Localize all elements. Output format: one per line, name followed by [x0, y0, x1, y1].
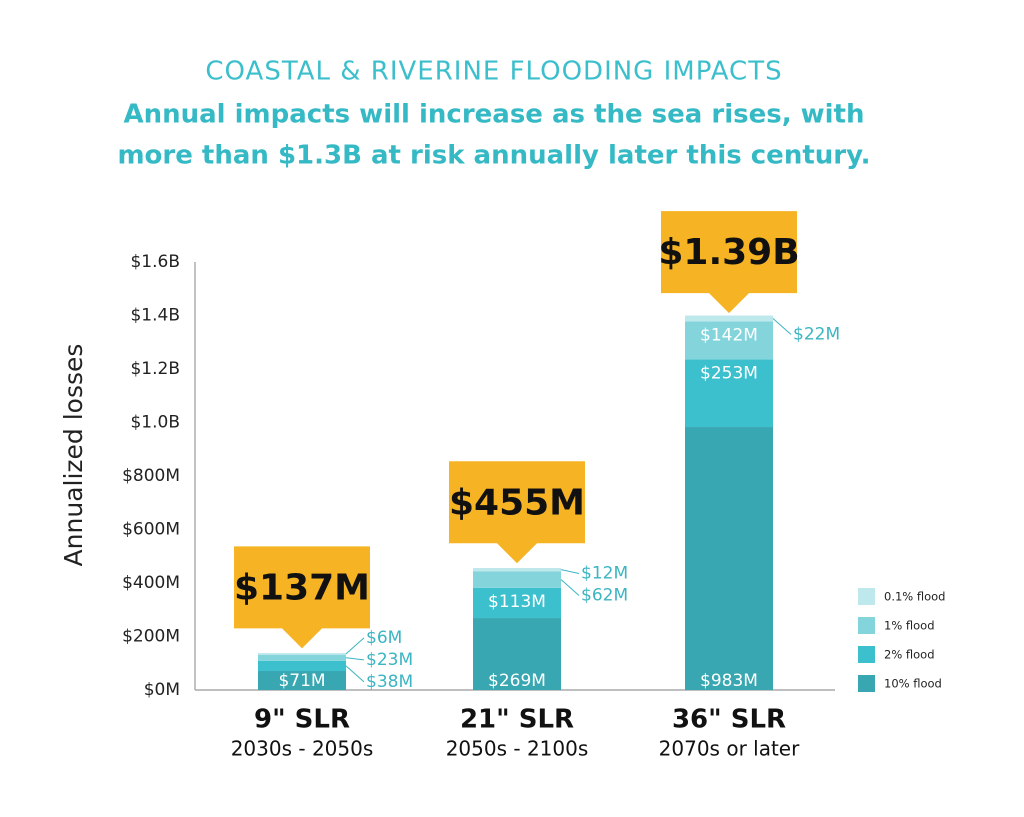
- bar-segment: [258, 671, 346, 690]
- legend-label: 2% flood: [884, 648, 935, 662]
- x-tick-label: 21" SLR: [460, 705, 574, 735]
- value-label: $62M: [581, 586, 628, 606]
- legend-swatch: [858, 588, 875, 605]
- value-label: $38M: [366, 672, 413, 692]
- value-label: $113M: [488, 592, 546, 612]
- bar-segment: [473, 587, 561, 619]
- value-label: $6M: [366, 628, 402, 648]
- legend-swatch: [858, 646, 875, 663]
- value-label: $23M: [366, 650, 413, 670]
- bar-segment: [473, 571, 561, 588]
- legend-swatch: [858, 675, 875, 692]
- y-axis-label: Annualized losses: [59, 344, 88, 567]
- y-tick-label: $600M: [122, 520, 180, 540]
- leader-line: [345, 637, 365, 655]
- leader-line: [772, 318, 792, 335]
- bar-segment: [685, 427, 773, 690]
- bar-segment: [473, 568, 561, 572]
- value-label: $142M: [700, 325, 758, 345]
- chart-title: COASTAL & RIVERINE FLOODING IMPACTS: [205, 57, 782, 87]
- legend-label: 10% flood: [884, 677, 942, 691]
- y-tick-label: $1.0B: [130, 413, 180, 433]
- value-label: $269M: [488, 671, 546, 691]
- y-tick-label: $800M: [122, 466, 180, 486]
- chart-subtitle: Annual impacts will increase as the sea …: [123, 100, 864, 130]
- value-label: $71M: [278, 671, 325, 691]
- y-tick-label: $0M: [144, 680, 180, 700]
- value-label: $983M: [700, 671, 758, 691]
- bar-segment: [685, 315, 773, 322]
- bar-segment: [685, 359, 773, 428]
- chart-subtitle: more than $1.3B at risk annually later t…: [117, 141, 870, 171]
- y-tick-label: $400M: [122, 573, 180, 593]
- y-tick-label: $1.6B: [130, 252, 180, 272]
- legend-label: 1% flood: [884, 619, 935, 633]
- bar-segment: [258, 660, 346, 672]
- leader-line: [345, 665, 365, 683]
- y-tick-label: $1.4B: [130, 306, 180, 326]
- x-tick-label: 9" SLR: [254, 705, 350, 735]
- total-label: $455M: [449, 482, 585, 523]
- x-tick-sublabel: 2050s - 2100s: [446, 737, 589, 761]
- bar-segment: [258, 653, 346, 655]
- value-label: $12M: [581, 564, 628, 584]
- value-label: $253M: [700, 363, 758, 383]
- total-callout: [449, 461, 585, 564]
- x-tick-label: 36" SLR: [672, 705, 786, 735]
- total-label: $1.39B: [658, 232, 799, 273]
- value-label: $22M: [793, 324, 840, 344]
- leader-line: [560, 569, 580, 575]
- y-tick-label: $1.2B: [130, 359, 180, 379]
- total-label: $137M: [234, 567, 370, 608]
- x-tick-sublabel: 2030s - 2050s: [231, 737, 374, 761]
- bar-segment: [258, 654, 346, 661]
- legend-label: 0.1% flood: [884, 590, 946, 604]
- bar-segment: [685, 321, 773, 360]
- legend-swatch: [858, 617, 875, 634]
- leader-line: [560, 579, 580, 596]
- total-callout: [661, 211, 797, 314]
- total-callout: [234, 546, 370, 649]
- y-tick-label: $200M: [122, 627, 180, 647]
- x-tick-sublabel: 2070s or later: [659, 737, 800, 761]
- leader-line: [345, 657, 365, 661]
- bar-segment: [473, 618, 561, 690]
